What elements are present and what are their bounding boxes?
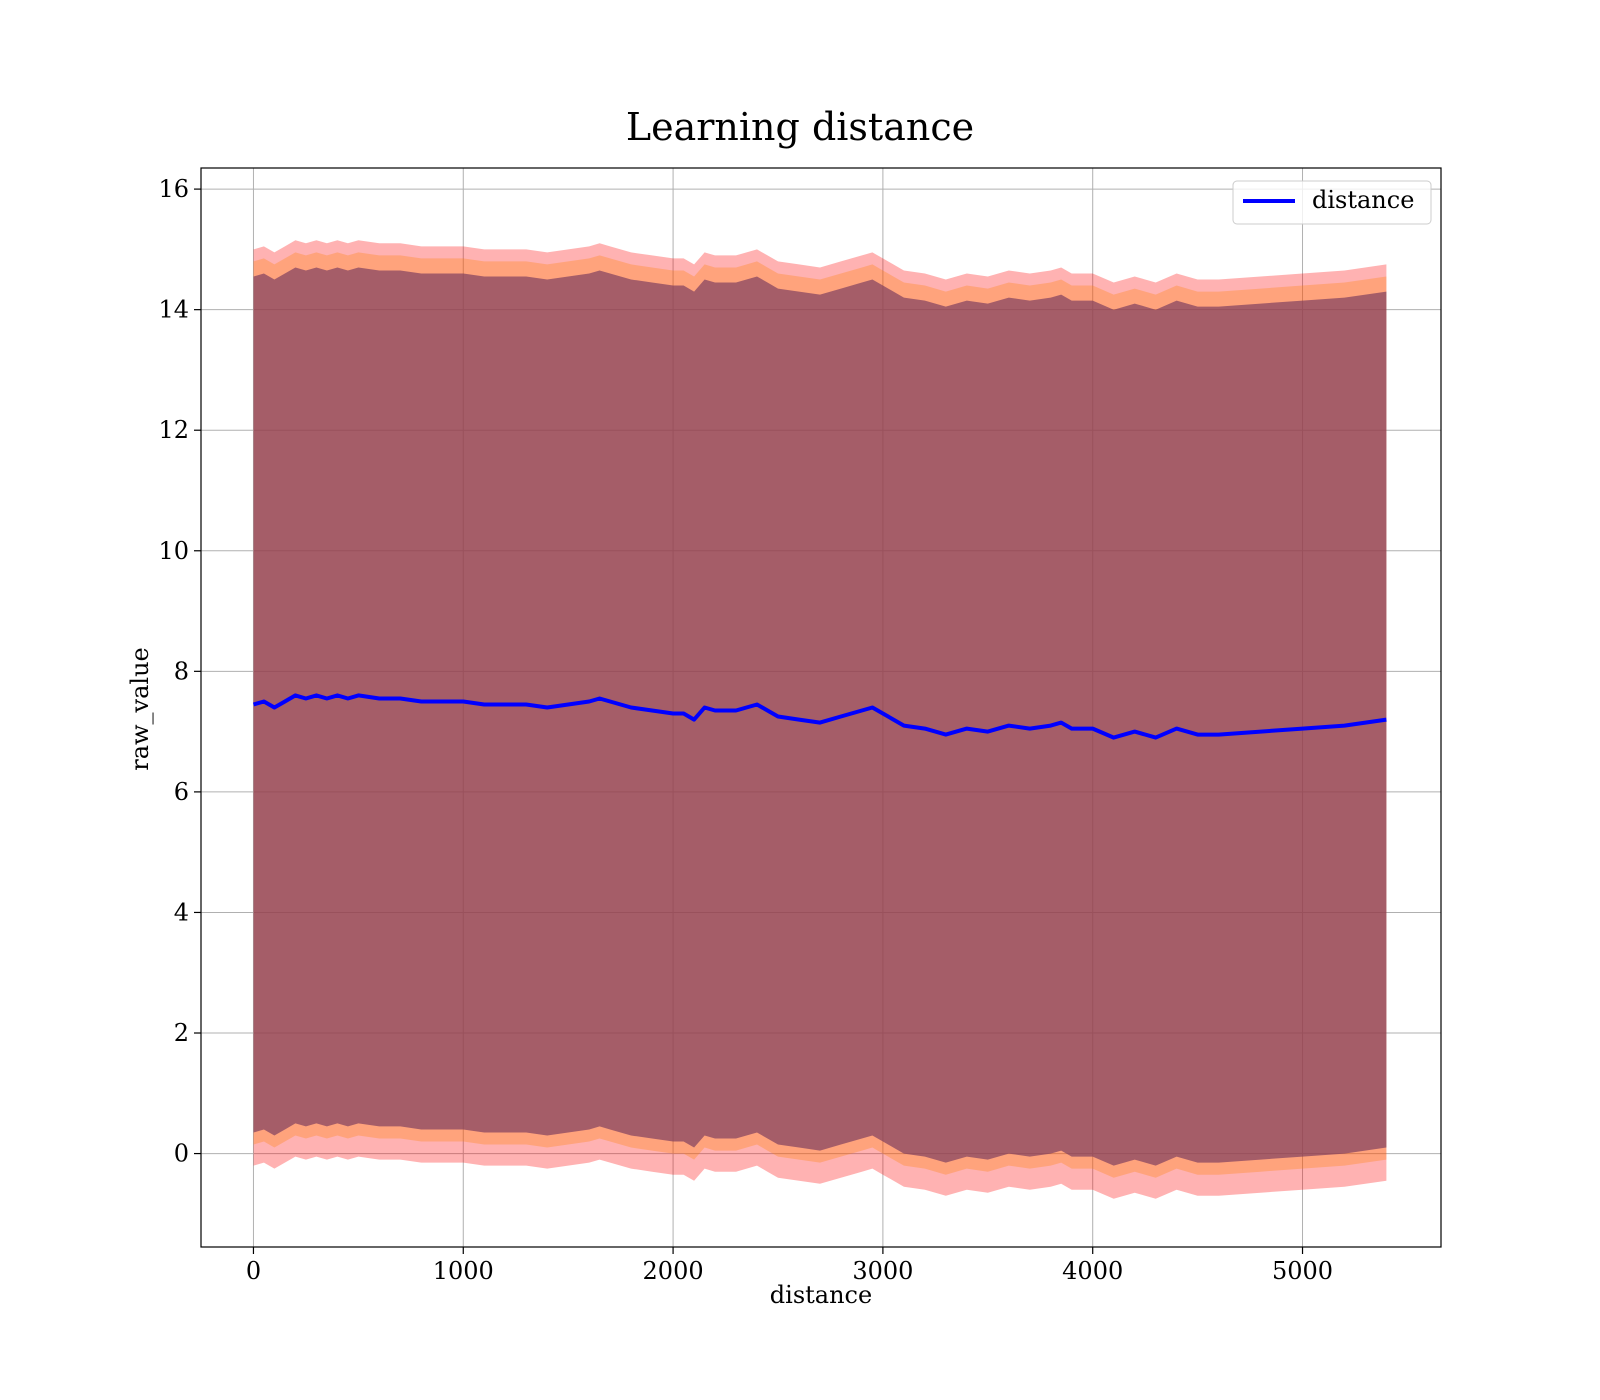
chart-title: Learning distance <box>626 105 974 149</box>
legend-label-distance: distance <box>1312 186 1414 214</box>
y-tick-label: 16 <box>158 175 189 203</box>
confidence-bands <box>253 240 1387 1199</box>
band-2 <box>253 267 1387 1166</box>
legend: distance <box>1232 180 1432 225</box>
y-tick-label: 14 <box>158 296 189 324</box>
x-tick-label: 4000 <box>1062 1257 1123 1285</box>
x-tick-label: 1000 <box>433 1257 494 1285</box>
x-tick-label: 2000 <box>643 1257 704 1285</box>
y-tick-label: 8 <box>174 657 189 685</box>
x-tick-label: 0 <box>246 1257 261 1285</box>
series-line-distance <box>252 693 1387 740</box>
y-tick-label: 6 <box>174 778 189 806</box>
y-tick-label: 4 <box>174 898 189 926</box>
x-tick-label: 5000 <box>1272 1257 1333 1285</box>
y-axis-label: raw_value <box>126 647 154 771</box>
x-axis-ticks: 0 1000 2000 3000 4000 5000 <box>246 1247 1333 1285</box>
y-tick-label: 2 <box>174 1019 189 1047</box>
plot-frame <box>200 167 1442 1248</box>
y-tick-label: 12 <box>158 416 189 444</box>
y-tick-label: 0 <box>174 1140 189 1168</box>
x-tick-label: 3000 <box>852 1257 913 1285</box>
y-axis-ticks: 0 2 4 6 8 10 12 14 16 <box>158 175 201 1168</box>
legend-box <box>1232 180 1432 225</box>
series-lines <box>252 693 1387 740</box>
y-tick-label: 10 <box>158 537 189 565</box>
x-axis-label: distance <box>770 1281 872 1309</box>
